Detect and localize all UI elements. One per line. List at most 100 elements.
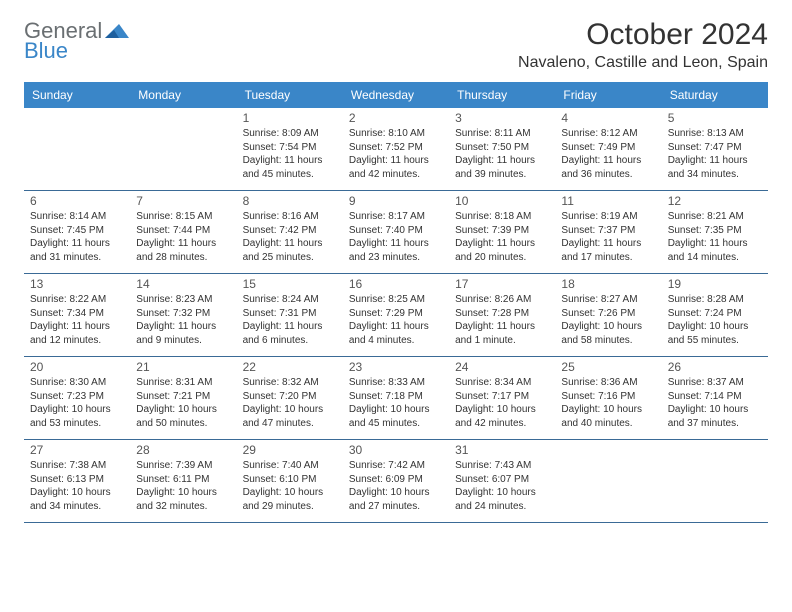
sunset-line: Sunset: 7:35 PM (668, 224, 762, 238)
sunrise-line: Sunrise: 8:21 AM (668, 210, 762, 224)
day-number: 17 (455, 276, 549, 292)
daylight-line: Daylight: 11 hours and 25 minutes. (243, 237, 337, 264)
day-number: 18 (561, 276, 655, 292)
day-number: 19 (668, 276, 762, 292)
calendar-day-cell: 27Sunrise: 7:38 AMSunset: 6:13 PMDayligh… (24, 440, 130, 522)
calendar-day-cell: 25Sunrise: 8:36 AMSunset: 7:16 PMDayligh… (555, 357, 661, 439)
calendar-day-cell: 18Sunrise: 8:27 AMSunset: 7:26 PMDayligh… (555, 274, 661, 356)
calendar-day-cell: 23Sunrise: 8:33 AMSunset: 7:18 PMDayligh… (343, 357, 449, 439)
day-number: 3 (455, 110, 549, 126)
day-number: 20 (30, 359, 124, 375)
dow-header-cell: Friday (555, 82, 661, 108)
calendar-day-cell: 29Sunrise: 7:40 AMSunset: 6:10 PMDayligh… (237, 440, 343, 522)
dow-header-row: SundayMondayTuesdayWednesdayThursdayFrid… (24, 82, 768, 108)
calendar-empty-cell (130, 108, 236, 190)
day-number: 26 (668, 359, 762, 375)
title-block: October 2024 Navaleno, Castille and Leon… (518, 18, 768, 72)
daylight-line: Daylight: 10 hours and 32 minutes. (136, 486, 230, 513)
day-number: 9 (349, 193, 443, 209)
daylight-line: Daylight: 10 hours and 45 minutes. (349, 403, 443, 430)
calendar-day-cell: 17Sunrise: 8:26 AMSunset: 7:28 PMDayligh… (449, 274, 555, 356)
calendar-day-cell: 2Sunrise: 8:10 AMSunset: 7:52 PMDaylight… (343, 108, 449, 190)
calendar-day-cell: 9Sunrise: 8:17 AMSunset: 7:40 PMDaylight… (343, 191, 449, 273)
dow-header-cell: Sunday (24, 82, 130, 108)
calendar-week-row: 6Sunrise: 8:14 AMSunset: 7:45 PMDaylight… (24, 191, 768, 274)
location-text: Navaleno, Castille and Leon, Spain (518, 54, 768, 72)
sunrise-line: Sunrise: 8:10 AM (349, 127, 443, 141)
day-number: 24 (455, 359, 549, 375)
sunset-line: Sunset: 7:18 PM (349, 390, 443, 404)
sunset-line: Sunset: 7:24 PM (668, 307, 762, 321)
calendar-day-cell: 20Sunrise: 8:30 AMSunset: 7:23 PMDayligh… (24, 357, 130, 439)
sunset-line: Sunset: 7:26 PM (561, 307, 655, 321)
brand-part2: Blue (24, 38, 68, 64)
sunrise-line: Sunrise: 8:09 AM (243, 127, 337, 141)
daylight-line: Daylight: 10 hours and 53 minutes. (30, 403, 124, 430)
daylight-line: Daylight: 11 hours and 31 minutes. (30, 237, 124, 264)
day-number: 7 (136, 193, 230, 209)
sunrise-line: Sunrise: 8:16 AM (243, 210, 337, 224)
calendar-day-cell: 31Sunrise: 7:43 AMSunset: 6:07 PMDayligh… (449, 440, 555, 522)
calendar-empty-cell (555, 440, 661, 522)
sunrise-line: Sunrise: 8:27 AM (561, 293, 655, 307)
day-number: 5 (668, 110, 762, 126)
sunrise-line: Sunrise: 8:12 AM (561, 127, 655, 141)
sunset-line: Sunset: 7:32 PM (136, 307, 230, 321)
daylight-line: Daylight: 11 hours and 45 minutes. (243, 154, 337, 181)
sunset-line: Sunset: 7:50 PM (455, 141, 549, 155)
sunrise-line: Sunrise: 8:24 AM (243, 293, 337, 307)
calendar-day-cell: 16Sunrise: 8:25 AMSunset: 7:29 PMDayligh… (343, 274, 449, 356)
calendar-day-cell: 19Sunrise: 8:28 AMSunset: 7:24 PMDayligh… (662, 274, 768, 356)
sunset-line: Sunset: 6:13 PM (30, 473, 124, 487)
calendar-day-cell: 4Sunrise: 8:12 AMSunset: 7:49 PMDaylight… (555, 108, 661, 190)
dow-header-cell: Saturday (662, 82, 768, 108)
day-number: 25 (561, 359, 655, 375)
sunrise-line: Sunrise: 7:38 AM (30, 459, 124, 473)
calendar-day-cell: 11Sunrise: 8:19 AMSunset: 7:37 PMDayligh… (555, 191, 661, 273)
sunrise-line: Sunrise: 8:32 AM (243, 376, 337, 390)
calendar-empty-cell (662, 440, 768, 522)
sunset-line: Sunset: 7:42 PM (243, 224, 337, 238)
day-number: 8 (243, 193, 337, 209)
daylight-line: Daylight: 10 hours and 42 minutes. (455, 403, 549, 430)
daylight-line: Daylight: 11 hours and 23 minutes. (349, 237, 443, 264)
sunrise-line: Sunrise: 8:30 AM (30, 376, 124, 390)
sunset-line: Sunset: 7:49 PM (561, 141, 655, 155)
daylight-line: Daylight: 10 hours and 40 minutes. (561, 403, 655, 430)
daylight-line: Daylight: 10 hours and 47 minutes. (243, 403, 337, 430)
day-number: 14 (136, 276, 230, 292)
calendar-day-cell: 10Sunrise: 8:18 AMSunset: 7:39 PMDayligh… (449, 191, 555, 273)
sunset-line: Sunset: 6:07 PM (455, 473, 549, 487)
day-number: 30 (349, 442, 443, 458)
day-number: 29 (243, 442, 337, 458)
calendar-day-cell: 5Sunrise: 8:13 AMSunset: 7:47 PMDaylight… (662, 108, 768, 190)
calendar-day-cell: 14Sunrise: 8:23 AMSunset: 7:32 PMDayligh… (130, 274, 236, 356)
brand-triangle-icon (105, 22, 131, 40)
sunset-line: Sunset: 7:23 PM (30, 390, 124, 404)
calendar-day-cell: 7Sunrise: 8:15 AMSunset: 7:44 PMDaylight… (130, 191, 236, 273)
calendar-body: 1Sunrise: 8:09 AMSunset: 7:54 PMDaylight… (24, 108, 768, 523)
daylight-line: Daylight: 10 hours and 50 minutes. (136, 403, 230, 430)
calendar-week-row: 13Sunrise: 8:22 AMSunset: 7:34 PMDayligh… (24, 274, 768, 357)
day-number: 27 (30, 442, 124, 458)
calendar-day-cell: 1Sunrise: 8:09 AMSunset: 7:54 PMDaylight… (237, 108, 343, 190)
sunrise-line: Sunrise: 8:26 AM (455, 293, 549, 307)
day-number: 6 (30, 193, 124, 209)
sunrise-line: Sunrise: 8:18 AM (455, 210, 549, 224)
sunset-line: Sunset: 6:10 PM (243, 473, 337, 487)
day-number: 12 (668, 193, 762, 209)
sunset-line: Sunset: 7:39 PM (455, 224, 549, 238)
sunrise-line: Sunrise: 8:33 AM (349, 376, 443, 390)
day-number: 15 (243, 276, 337, 292)
sunrise-line: Sunrise: 7:39 AM (136, 459, 230, 473)
daylight-line: Daylight: 11 hours and 39 minutes. (455, 154, 549, 181)
daylight-line: Daylight: 11 hours and 9 minutes. (136, 320, 230, 347)
calendar-day-cell: 8Sunrise: 8:16 AMSunset: 7:42 PMDaylight… (237, 191, 343, 273)
calendar-day-cell: 21Sunrise: 8:31 AMSunset: 7:21 PMDayligh… (130, 357, 236, 439)
calendar-week-row: 20Sunrise: 8:30 AMSunset: 7:23 PMDayligh… (24, 357, 768, 440)
sunrise-line: Sunrise: 8:37 AM (668, 376, 762, 390)
daylight-line: Daylight: 10 hours and 34 minutes. (30, 486, 124, 513)
sunset-line: Sunset: 7:45 PM (30, 224, 124, 238)
dow-header-cell: Tuesday (237, 82, 343, 108)
sunrise-line: Sunrise: 8:25 AM (349, 293, 443, 307)
